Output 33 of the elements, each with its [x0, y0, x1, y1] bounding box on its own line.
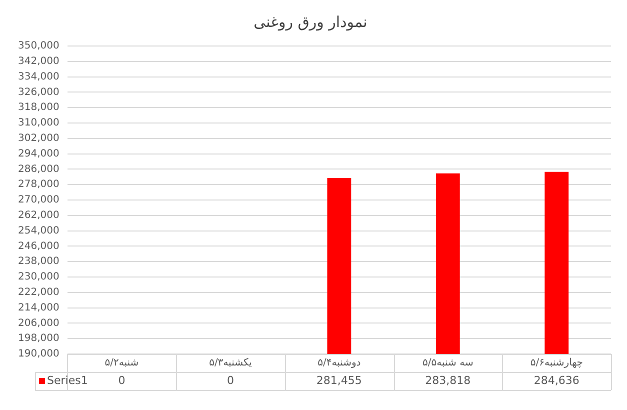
- y-tick-label: 270,000: [18, 194, 60, 206]
- x-tick-label: یکشنبه۵/۳: [209, 358, 252, 369]
- y-tick-label: 190,000: [18, 348, 60, 360]
- y-tick-label: 278,000: [18, 179, 60, 190]
- y-tick-label: 222,000: [18, 286, 60, 298]
- x-tick-label: دوشنبه۵/۴: [318, 358, 361, 369]
- y-tick-label: 350,000: [18, 40, 60, 52]
- y-tick-label: 326,000: [18, 86, 60, 98]
- y-tick-label: 254,000: [18, 225, 60, 236]
- text: 0: [226, 374, 234, 387]
- y-tick-label: 286,000: [18, 164, 60, 175]
- y-tick-label: 230,000: [18, 272, 60, 283]
- y-tick-label: 246,000: [18, 240, 60, 252]
- y-tick-label: 310,000: [18, 118, 60, 129]
- x-tick-label: سه شنبه۵/۵: [422, 358, 474, 369]
- y-tick-label: 342,000: [18, 56, 60, 67]
- y-tick-label: 206,000: [18, 318, 60, 329]
- x-tick-label: شنبه۵/۲: [104, 358, 139, 369]
- text: 0: [118, 374, 126, 387]
- y-tick-label: 198,000: [18, 333, 60, 344]
- y-tick-label: 262,000: [18, 210, 60, 221]
- y-tick-label: 214,000: [18, 302, 60, 314]
- data-label: 281,455: [316, 374, 362, 387]
- legend-label: Series1: [47, 374, 88, 387]
- y-tick-label: 302,000: [18, 132, 60, 144]
- y-tick-label: 238,000: [18, 256, 60, 268]
- y-tick-label: 334,000: [18, 71, 60, 82]
- data-label: 283,818: [425, 374, 471, 387]
- data-label: 284,636: [534, 374, 580, 387]
- y-tick-label: 318,000: [18, 102, 60, 114]
- x-tick-label: چهارشنبه۵/۶: [530, 358, 583, 369]
- chart-title: نمودار ورق روغنی: [254, 12, 368, 31]
- y-tick-label: 294,000: [18, 148, 60, 160]
